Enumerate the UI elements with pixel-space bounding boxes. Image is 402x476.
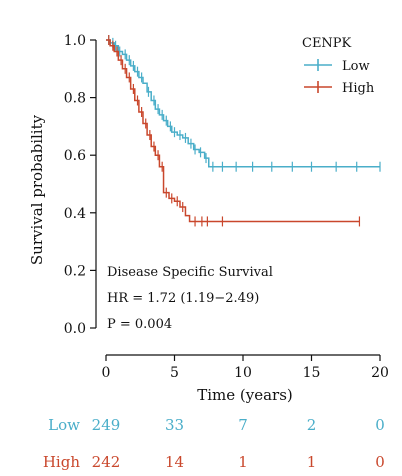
risk-row-label-high: High bbox=[43, 453, 80, 471]
risk-count-low: 33 bbox=[165, 416, 184, 434]
stats-annotation: Disease Specific Survival HR = 1.72 (1.1… bbox=[107, 265, 273, 332]
risk-count-high: 1 bbox=[307, 453, 317, 471]
risk-count-high: 0 bbox=[375, 453, 385, 471]
risk-count-high: 1 bbox=[238, 453, 248, 471]
y-tick-label: 0.0 bbox=[64, 321, 86, 337]
survival-curves bbox=[106, 35, 381, 227]
risk-count-low: 2 bbox=[307, 416, 317, 434]
legend: CENPK Low High bbox=[302, 36, 375, 96]
risk-count-high: 242 bbox=[92, 453, 121, 471]
y-tick-label: 1.0 bbox=[64, 33, 86, 49]
risk-count-low: 7 bbox=[238, 416, 248, 434]
legend-label-low: Low bbox=[342, 59, 370, 74]
x-tick-label: 10 bbox=[234, 365, 252, 381]
y-axis-label: Survival probability bbox=[28, 114, 46, 265]
y-tick-label: 0.8 bbox=[64, 91, 86, 107]
x-axis: 0 5 10 15 20 bbox=[102, 354, 389, 381]
legend-title: CENPK bbox=[302, 36, 352, 51]
x-tick-label: 20 bbox=[371, 365, 389, 381]
y-tick-label: 0.4 bbox=[64, 206, 86, 222]
risk-row-label-low: Low bbox=[48, 416, 80, 434]
annotation-hr: HR = 1.72 (1.19−2.49) bbox=[107, 291, 259, 306]
y-tick-label: 0.6 bbox=[64, 148, 86, 164]
survival-curve-low bbox=[106, 39, 380, 168]
annotation-title: Disease Specific Survival bbox=[107, 265, 273, 280]
risk-count-low: 0 bbox=[375, 416, 385, 434]
x-tick-label: 0 bbox=[102, 365, 111, 381]
risk-table: Low 249 33 7 2 0 High 242 14 1 1 0 bbox=[43, 416, 385, 471]
x-axis-label: Time (years) bbox=[197, 386, 293, 404]
y-axis: 0.0 0.2 0.4 0.6 0.8 1.0 bbox=[64, 33, 97, 337]
risk-count-high: 14 bbox=[165, 453, 184, 471]
x-tick-label: 15 bbox=[303, 365, 321, 381]
survival-curve-high bbox=[106, 39, 360, 223]
risk-count-low: 249 bbox=[92, 416, 121, 434]
y-tick-label: 0.2 bbox=[64, 263, 86, 279]
x-tick-label: 5 bbox=[170, 365, 179, 381]
annotation-p: P = 0.004 bbox=[107, 317, 172, 332]
legend-label-high: High bbox=[342, 81, 375, 96]
